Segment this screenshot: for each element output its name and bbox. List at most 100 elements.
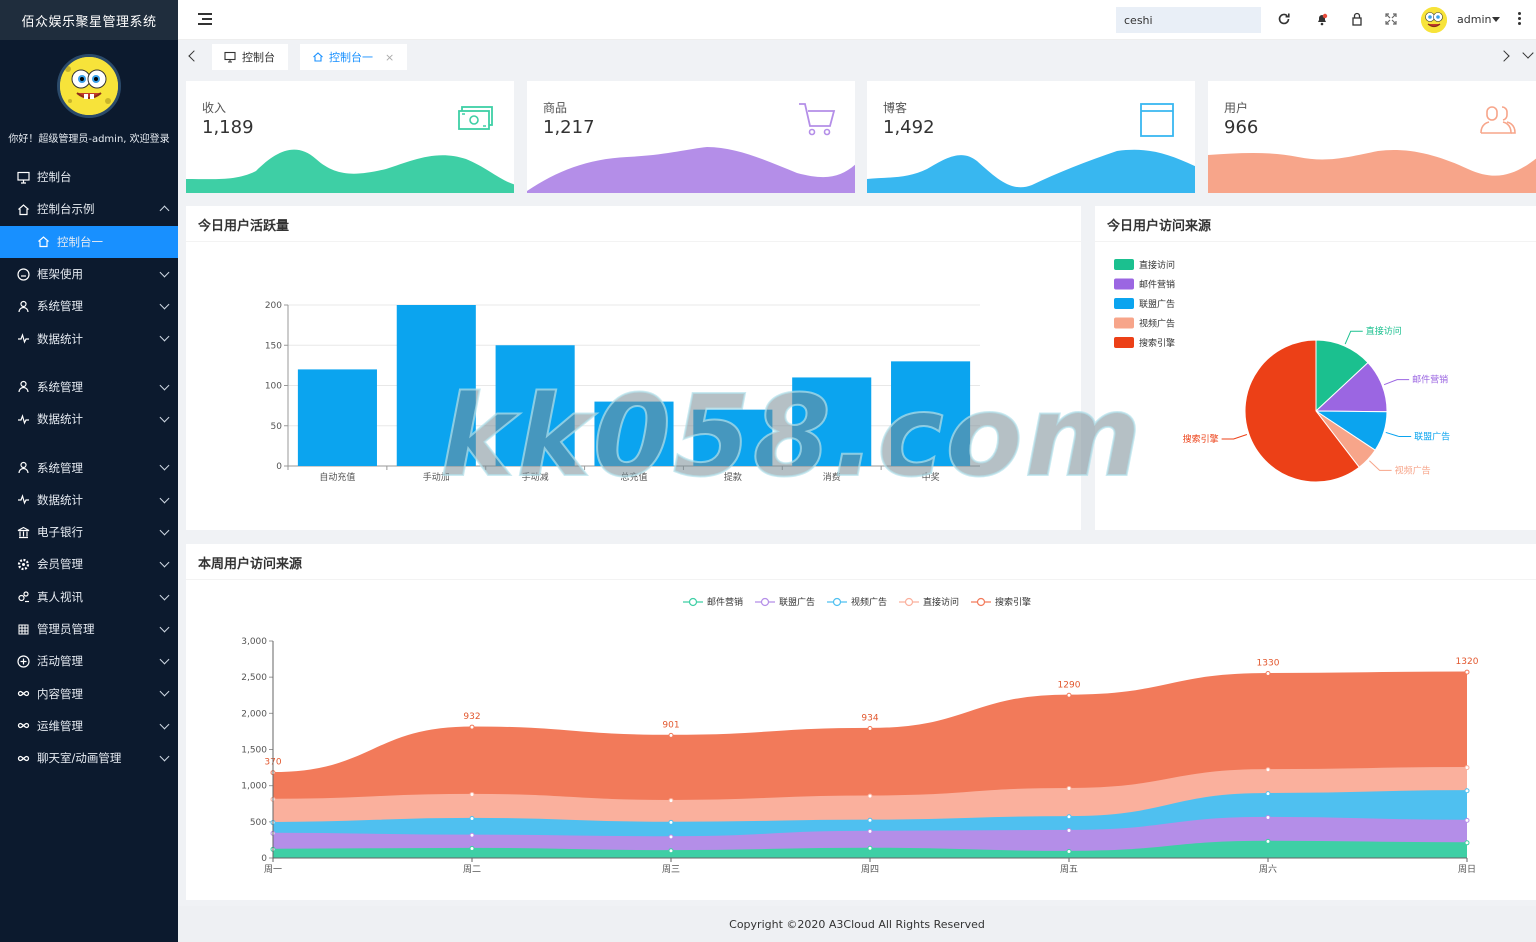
user-name[interactable]: admin xyxy=(1457,13,1492,26)
tab-menu-chevron-icon[interactable] xyxy=(1522,47,1534,59)
chevron-down-icon[interactable] xyxy=(159,622,170,633)
data-point[interactable] xyxy=(867,845,873,851)
area-series[interactable] xyxy=(273,817,1467,852)
menu-toggle-icon[interactable] xyxy=(198,13,212,25)
legend-item[interactable]: 邮件营销 xyxy=(683,596,743,608)
legend-item[interactable]: 视频广告 xyxy=(827,596,887,608)
legend-swatch[interactable] xyxy=(1114,259,1134,270)
chevron-down-icon[interactable] xyxy=(159,332,170,342)
user-avatar[interactable] xyxy=(1421,7,1447,33)
data-point[interactable] xyxy=(668,834,674,840)
bar[interactable] xyxy=(495,345,575,466)
sidebar-item[interactable]: 框架使用 xyxy=(0,258,178,290)
data-point[interactable] xyxy=(1265,671,1271,677)
data-point[interactable] xyxy=(469,791,475,797)
sidebar-item[interactable]: 控制台一 xyxy=(0,225,178,258)
sidebar-item[interactable]: 活动管理 xyxy=(0,645,178,677)
chevron-down-icon[interactable] xyxy=(159,267,170,278)
area-series[interactable] xyxy=(273,767,1467,823)
bar[interactable] xyxy=(297,369,377,466)
bar[interactable] xyxy=(891,361,971,466)
bar[interactable] xyxy=(396,305,476,466)
sidebar-item[interactable]: 系统管理 xyxy=(0,371,178,403)
sidebar-item[interactable]: 数据统计 xyxy=(0,322,178,354)
legend-swatch[interactable] xyxy=(1114,298,1134,309)
sidebar-item[interactable]: 内容管理 xyxy=(0,677,178,709)
caret-down-icon[interactable] xyxy=(1492,17,1500,22)
data-point[interactable] xyxy=(1265,791,1271,797)
bell-icon[interactable] xyxy=(1314,11,1330,27)
chevron-up-icon[interactable] xyxy=(159,205,170,216)
data-point[interactable] xyxy=(1265,767,1271,773)
data-point[interactable] xyxy=(1265,814,1271,820)
area-series[interactable] xyxy=(273,790,1467,837)
chevron-down-icon[interactable] xyxy=(159,460,170,471)
chevron-down-icon[interactable] xyxy=(159,299,170,310)
data-point[interactable] xyxy=(867,726,873,732)
sidebar-item[interactable]: 系统管理 xyxy=(0,290,178,322)
sidebar-item[interactable]: 数据统计 xyxy=(0,403,178,435)
data-point[interactable] xyxy=(867,828,873,834)
bar[interactable] xyxy=(594,401,674,466)
data-point[interactable] xyxy=(1464,765,1470,771)
lock-icon[interactable] xyxy=(1349,11,1365,27)
data-point[interactable] xyxy=(1066,786,1072,792)
sidebar-item[interactable]: 聊天室/动画管理 xyxy=(0,742,178,774)
sidebar-item[interactable]: 数据统计 xyxy=(0,484,178,516)
tab-scroll-right-icon[interactable] xyxy=(1498,50,1510,62)
fullscreen-icon[interactable] xyxy=(1383,11,1399,27)
legend-label[interactable]: 搜索引擎 xyxy=(1139,337,1175,349)
chevron-down-icon[interactable] xyxy=(159,719,170,730)
sidebar-item[interactable]: 会员管理 xyxy=(0,548,178,580)
data-point[interactable] xyxy=(469,845,475,851)
sidebar-item[interactable]: 控制台示例 xyxy=(0,193,178,225)
data-point[interactable] xyxy=(668,798,674,804)
data-point[interactable] xyxy=(668,848,674,854)
legend-label[interactable]: 视频广告 xyxy=(1139,318,1175,330)
chevron-down-icon[interactable] xyxy=(159,493,170,504)
data-point[interactable] xyxy=(1066,692,1072,698)
data-point[interactable] xyxy=(1066,814,1072,820)
legend-item[interactable]: 直接访问 xyxy=(899,596,959,608)
tab-close-icon[interactable]: × xyxy=(385,50,395,64)
data-point[interactable] xyxy=(469,724,475,730)
data-point[interactable] xyxy=(867,793,873,799)
legend-label[interactable]: 联盟广告 xyxy=(1139,298,1175,310)
refresh-icon[interactable] xyxy=(1276,11,1292,27)
bar[interactable] xyxy=(693,409,773,466)
bar[interactable] xyxy=(792,377,872,466)
data-point[interactable] xyxy=(668,819,674,825)
chevron-down-icon[interactable] xyxy=(159,654,170,665)
sidebar-item[interactable]: 系统管理 xyxy=(0,451,178,483)
sidebar-item[interactable]: 真人视讯 xyxy=(0,581,178,613)
tab-scroll-left-icon[interactable] xyxy=(188,50,200,62)
chevron-down-icon[interactable] xyxy=(159,380,170,391)
legend-item[interactable]: 搜索引擎 xyxy=(971,596,1031,608)
tab-console-one[interactable]: 控制台一 × xyxy=(300,44,407,70)
data-point[interactable] xyxy=(1464,840,1470,846)
legend-item[interactable]: 联盟广告 xyxy=(755,596,815,608)
sidebar-item[interactable]: 控制台 xyxy=(0,161,178,193)
data-point[interactable] xyxy=(1066,828,1072,834)
sidebar-item[interactable]: 电子银行 xyxy=(0,516,178,548)
chevron-down-icon[interactable] xyxy=(159,525,170,536)
data-point[interactable] xyxy=(1066,848,1072,854)
pie-slice[interactable] xyxy=(1244,339,1360,483)
chevron-down-icon[interactable] xyxy=(159,590,170,601)
area-series[interactable] xyxy=(273,672,1467,801)
data-point[interactable] xyxy=(1464,669,1470,675)
sidebar-item[interactable]: 管理员管理 xyxy=(0,613,178,645)
search-input[interactable] xyxy=(1116,7,1261,33)
avatar[interactable] xyxy=(57,54,121,118)
legend-label[interactable]: 邮件营销 xyxy=(1139,279,1175,291)
legend-swatch[interactable] xyxy=(1114,337,1134,348)
data-point[interactable] xyxy=(867,817,873,823)
legend-swatch[interactable] xyxy=(1114,317,1134,329)
data-point[interactable] xyxy=(469,832,475,838)
chevron-down-icon[interactable] xyxy=(159,687,170,697)
sidebar-item[interactable]: 运维管理 xyxy=(0,710,178,742)
data-point[interactable] xyxy=(668,732,674,738)
data-point[interactable] xyxy=(1464,817,1470,823)
tab-console[interactable]: 控制台 xyxy=(212,44,288,70)
chevron-down-icon[interactable] xyxy=(159,412,170,423)
